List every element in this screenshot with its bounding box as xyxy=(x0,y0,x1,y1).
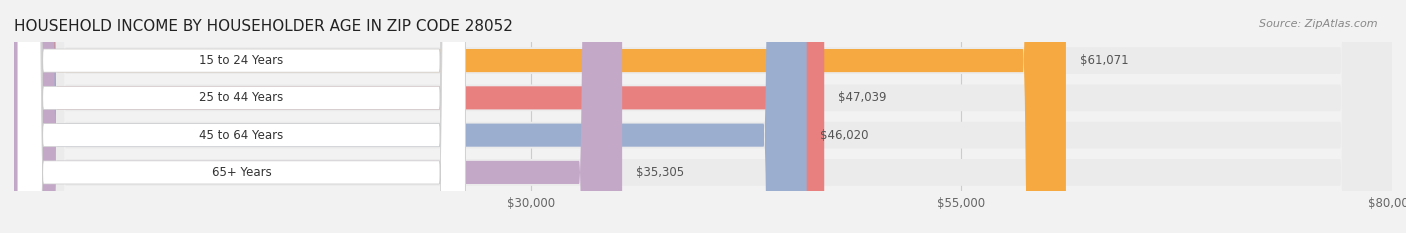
Text: 45 to 64 Years: 45 to 64 Years xyxy=(200,129,284,142)
Text: HOUSEHOLD INCOME BY HOUSEHOLDER AGE IN ZIP CODE 28052: HOUSEHOLD INCOME BY HOUSEHOLDER AGE IN Z… xyxy=(14,19,513,34)
FancyBboxPatch shape xyxy=(14,0,1392,233)
FancyBboxPatch shape xyxy=(14,0,824,233)
FancyBboxPatch shape xyxy=(14,0,807,233)
Text: 65+ Years: 65+ Years xyxy=(211,166,271,179)
FancyBboxPatch shape xyxy=(14,0,1066,233)
FancyBboxPatch shape xyxy=(14,0,1392,233)
FancyBboxPatch shape xyxy=(17,0,465,233)
Text: $35,305: $35,305 xyxy=(636,166,685,179)
FancyBboxPatch shape xyxy=(17,0,465,233)
FancyBboxPatch shape xyxy=(14,0,1392,233)
Text: Source: ZipAtlas.com: Source: ZipAtlas.com xyxy=(1260,19,1378,29)
Text: $47,039: $47,039 xyxy=(838,91,887,104)
FancyBboxPatch shape xyxy=(14,0,621,233)
FancyBboxPatch shape xyxy=(17,0,465,233)
Text: $61,071: $61,071 xyxy=(1080,54,1129,67)
FancyBboxPatch shape xyxy=(14,0,1392,233)
Text: 15 to 24 Years: 15 to 24 Years xyxy=(200,54,284,67)
Text: 25 to 44 Years: 25 to 44 Years xyxy=(200,91,284,104)
Text: $46,020: $46,020 xyxy=(821,129,869,142)
FancyBboxPatch shape xyxy=(17,0,465,233)
